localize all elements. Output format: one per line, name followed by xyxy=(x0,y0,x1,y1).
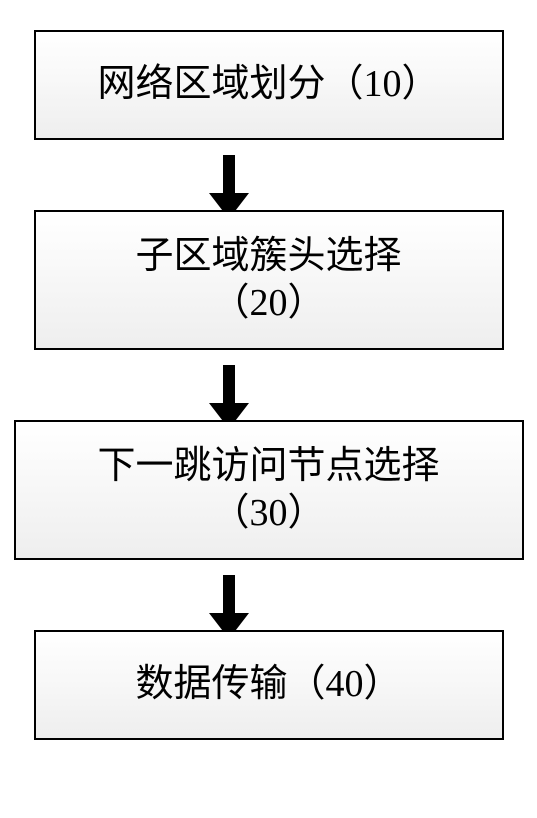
node-label: 网络区域划分（10） xyxy=(97,61,439,109)
node-label-line2: （20） xyxy=(211,280,325,328)
edge-n20-n30 xyxy=(0,350,537,420)
edge-n10-n20 xyxy=(0,140,537,210)
arrow-down-icon xyxy=(223,575,235,615)
node-label-line1: 子区域簇头选择 xyxy=(135,233,401,281)
node-n10: 网络区域划分（10） xyxy=(34,30,504,140)
node-n40: 数据传输（40） xyxy=(34,630,504,740)
arrow-down-icon xyxy=(223,365,235,405)
node-label: 数据传输（40） xyxy=(135,661,401,709)
node-n30: 下一跳访问节点选择 （30） xyxy=(14,420,524,560)
arrow-down-icon xyxy=(223,155,235,195)
flowchart-container: 网络区域划分（10） 子区域簇头选择 （20） 下一跳访问节点选择 （30） 数… xyxy=(0,0,537,818)
node-label-line1: 下一跳访问节点选择 xyxy=(97,443,439,491)
edge-n30-n40 xyxy=(0,560,537,630)
node-n20: 子区域簇头选择 （20） xyxy=(34,210,504,350)
node-label-line2: （30） xyxy=(211,490,325,538)
